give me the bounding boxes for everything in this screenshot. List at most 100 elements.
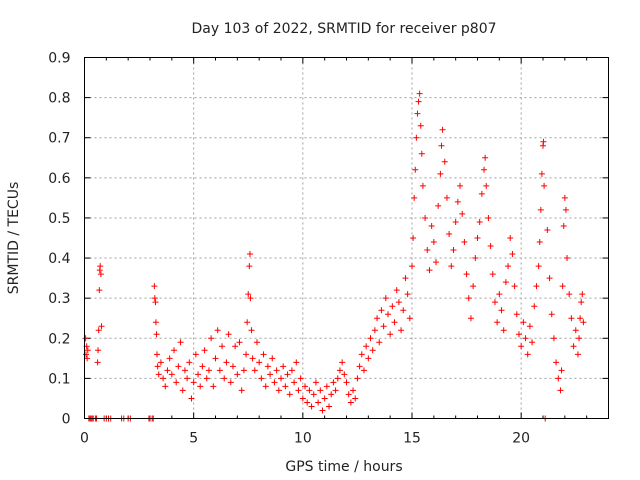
data-point [96,287,103,294]
y-tick-label: 0.2 [48,331,70,347]
data-point [244,319,251,326]
data-point [94,359,101,366]
data-point [428,222,435,229]
data-point [84,355,91,362]
data-point [546,275,553,282]
data-point [498,307,505,314]
data-point [210,383,217,390]
data-point [369,347,376,354]
data-point [474,235,481,241]
data-point [319,407,326,414]
data-point [212,355,219,362]
data-point [278,375,284,382]
data-point [419,182,426,189]
data-point [152,299,159,306]
data-point [410,235,417,241]
data-point [232,343,239,350]
data-point [576,335,583,342]
data-point [221,375,228,382]
data-point [219,343,226,350]
data-point [557,387,564,394]
data-point [360,367,367,374]
data-point [336,367,343,374]
data-point [162,383,169,390]
data-point [267,371,274,378]
y-tick-label: 0.4 [48,251,70,267]
data-point [433,259,440,266]
data-point [529,339,536,346]
data-point [321,395,328,402]
data-point [240,367,247,374]
data-point [315,399,322,406]
data-point [358,351,365,358]
data-point [238,387,245,394]
data-point [481,166,488,173]
data-point [548,311,555,318]
data-point [415,98,422,105]
data-point [164,367,171,374]
data-point [199,363,206,370]
data-point [323,383,330,390]
data-point [308,403,315,410]
data-point [275,387,282,394]
data-point [544,226,551,233]
data-point [550,335,557,342]
y-tick-label: 0.9 [48,51,70,67]
data-point [256,359,263,366]
data-point [562,206,569,213]
data-points [82,90,587,422]
y-tick-label: 0.5 [48,211,70,227]
data-point [438,142,445,149]
data-point [414,110,421,117]
data-point [306,387,313,394]
data-point [489,271,496,278]
data-point [295,387,302,394]
data-point [570,343,577,350]
data-point [387,331,394,338]
data-point [578,299,585,306]
data-point [531,303,538,310]
x-tick-label: 5 [189,431,198,447]
data-point [404,291,411,298]
data-point [253,339,260,346]
data-point [416,90,423,97]
data-point [536,239,543,246]
data-point [382,295,389,302]
data-point [168,371,175,378]
data-point [558,367,565,374]
data-point [208,335,215,342]
data-point [291,379,298,386]
data-point [491,299,498,306]
data-point [435,202,442,209]
x-tick-label: 15 [403,431,421,447]
data-point [166,355,173,362]
data-point [572,327,579,334]
axis-ticks: 0 5 10 15 20 0 0.1 0.2 0.3 0.4 0.5 0.6 0.7 0.8 0.9 [48,51,609,447]
data-point [302,383,309,390]
x-tick-label: 10 [294,431,312,447]
data-point [443,194,450,201]
data-point [402,275,409,282]
data-point [450,247,457,254]
data-point [234,371,241,378]
y-tick-label: 0.7 [48,131,70,147]
data-point [249,355,256,362]
data-point [515,331,522,338]
data-point [437,170,444,177]
data-point [476,218,483,225]
data-point [184,375,191,382]
plot-frame [84,57,609,419]
data-point [452,218,459,225]
y-tick-label: 0.8 [48,91,70,107]
data-point [345,391,352,398]
data-point [280,363,287,370]
data-point [511,283,518,290]
data-point [269,355,276,362]
data-point [157,359,164,366]
data-point [326,403,333,410]
data-point [262,383,269,390]
data-point [339,359,346,366]
data-point [181,367,188,374]
data-point [424,247,431,254]
data-point [246,251,253,258]
